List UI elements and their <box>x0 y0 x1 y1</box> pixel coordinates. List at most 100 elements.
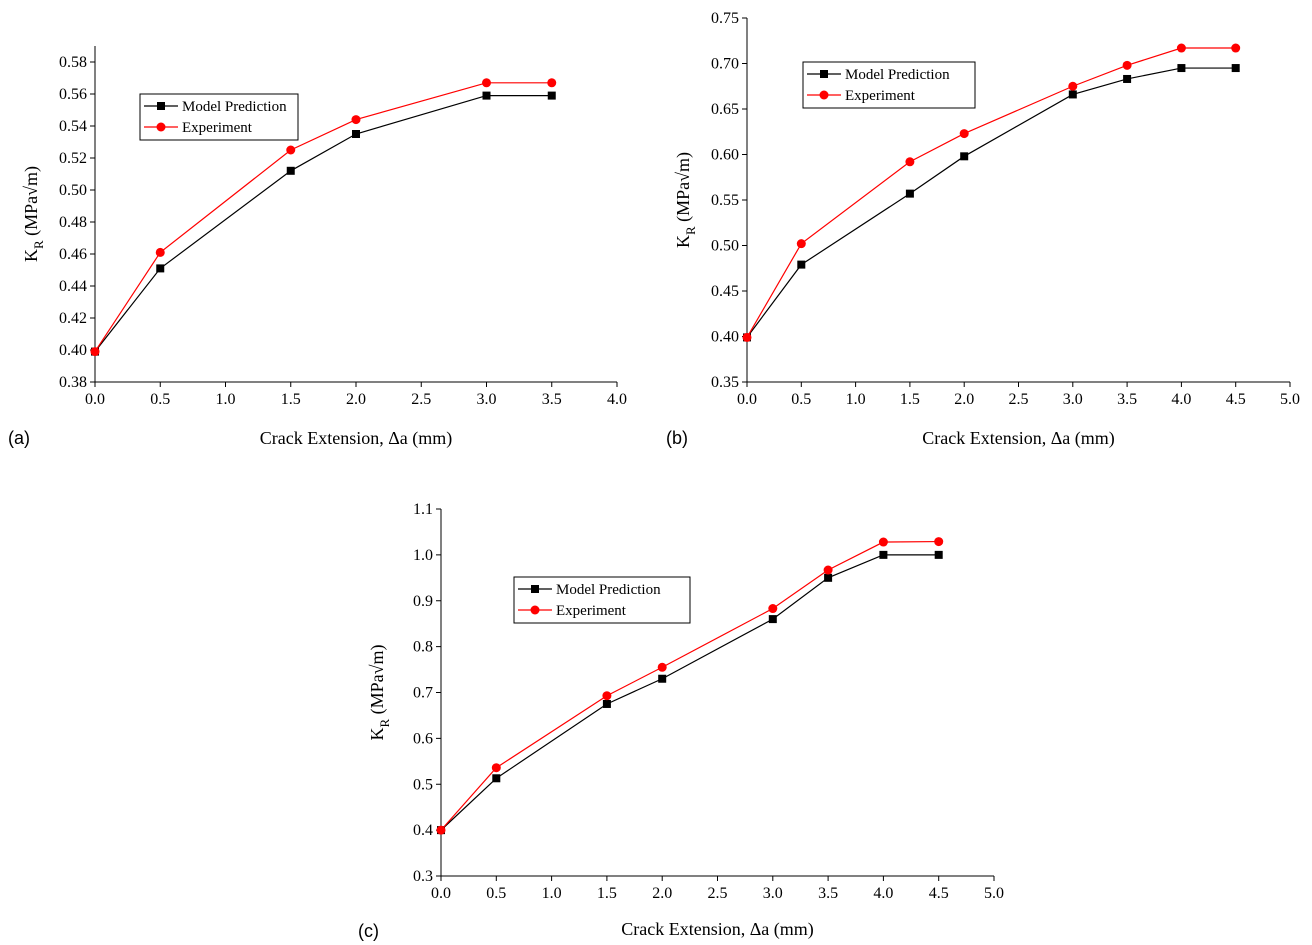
x-tick-label: 3.0 <box>1063 391 1083 408</box>
x-tick-label: 0.5 <box>791 391 811 408</box>
x-tick-label: 5.0 <box>1280 391 1300 408</box>
experiment-point <box>155 247 165 257</box>
x-tick-label: 0.0 <box>85 391 105 408</box>
experiment-point <box>742 332 752 342</box>
legend-swatch-circle <box>819 90 829 100</box>
y-tick-label: 0.50 <box>711 238 739 255</box>
x-tick-label: 1.0 <box>846 391 866 408</box>
model-prediction-point <box>1231 64 1240 73</box>
chart-panel-b: 0.0 0.5 1.0 1.5 2.0 2.5 3.0 3.5 4.0 4.5 5.0 0.35 0.4… <box>666 10 1300 449</box>
model-prediction-line <box>94 94 552 352</box>
legend: Model Prediction Experiment <box>513 576 691 624</box>
x-tick-label: 1.0 <box>216 391 236 408</box>
panel-label: (c) <box>358 921 379 941</box>
model-prediction-point <box>352 130 360 138</box>
x-tick-label: 1.5 <box>281 391 301 408</box>
legend-label: Model Prediction <box>182 99 287 115</box>
experiment-point <box>547 78 557 88</box>
y-axis-title-main: K <box>673 235 693 248</box>
y-tick-label: 0.4 <box>413 822 433 839</box>
x-tick-label: 0.5 <box>486 885 506 902</box>
y-tick-label: 0.42 <box>59 310 87 327</box>
experiment-point <box>959 129 969 139</box>
model-prediction-point <box>286 166 295 175</box>
legend-label: Model Prediction <box>845 67 950 83</box>
y-tick-label: 0.44 <box>59 278 87 295</box>
experiment-point <box>1231 43 1241 53</box>
y-tick-label: 0.60 <box>711 147 739 164</box>
y-tick-label: 0.7 <box>413 685 433 702</box>
y-tick-label: 0.70 <box>711 56 739 73</box>
x-tick-label: 2.5 <box>1009 391 1029 408</box>
model-prediction-point <box>934 550 943 559</box>
experiment-point <box>1176 43 1186 53</box>
experiment-point <box>934 537 944 547</box>
model-prediction-point <box>1123 74 1132 83</box>
model-prediction-line <box>746 67 1236 338</box>
x-axis-title: Crack Extension, Δa (mm) <box>922 428 1115 449</box>
x-axis-title: Crack Extension, Δa (mm) <box>621 919 814 940</box>
x-tick-label: 4.5 <box>929 885 949 902</box>
x-tick-label: 3.5 <box>818 885 838 902</box>
x-tick-label: 4.5 <box>1226 391 1246 408</box>
experiment-point <box>1068 81 1078 91</box>
x-tick-label: 4.0 <box>1171 391 1191 408</box>
x-tick-label: 4.0 <box>607 391 627 408</box>
y-axis-title-units: (MPa√m) <box>367 644 388 718</box>
legend: Model Prediction Experiment <box>802 61 976 109</box>
y-tick-label: 0.48 <box>59 214 87 231</box>
y-axis-title-main: K <box>21 249 41 262</box>
experiment-point <box>657 662 667 672</box>
experiment-line <box>440 540 939 831</box>
experiment-point <box>602 691 612 701</box>
model-prediction-point <box>156 264 165 273</box>
experiment-point <box>90 347 100 357</box>
y-tick-label: 1.0 <box>413 547 433 564</box>
experiment-point <box>351 115 361 125</box>
legend-box <box>802 61 976 109</box>
x-tick-label: 2.0 <box>346 391 366 408</box>
legend: Model Prediction Experiment <box>139 93 299 141</box>
model-prediction-point <box>492 774 501 783</box>
y-tick-label: 0.8 <box>413 639 433 656</box>
model-prediction-point <box>768 615 777 624</box>
y-tick-label: 0.5 <box>413 776 433 793</box>
y-tick-label: 0.75 <box>711 10 739 27</box>
legend-box <box>513 576 691 624</box>
y-tick-label: 0.45 <box>711 283 739 300</box>
x-tick-label: 3.5 <box>542 391 562 408</box>
x-tick-label: 1.0 <box>542 885 562 902</box>
chart-panel-a: 0.0 0.5 1.0 1.5 2.0 2.5 3.0 3.5 4.0 0.38 0.40 0.42 0… <box>8 46 627 449</box>
y-tick-label: 0.65 <box>711 101 739 118</box>
legend-label: Experiment <box>845 88 916 104</box>
model-prediction-point <box>602 699 611 708</box>
model-prediction-point <box>960 152 969 161</box>
y-axis-title-units: (MPa√m) <box>21 166 42 240</box>
model-prediction-line <box>440 554 939 831</box>
y-tick-label: 0.6 <box>413 730 433 747</box>
experiment-point <box>768 604 778 614</box>
x-tick-label: 3.0 <box>477 391 497 408</box>
legend-swatch-square <box>531 585 539 593</box>
legend-swatch-square <box>820 70 828 78</box>
x-tick-label: 0.5 <box>150 391 170 408</box>
legend-box <box>139 93 299 141</box>
y-axis-title: KR (MPa√m) <box>673 152 698 248</box>
experiment-point <box>878 537 888 547</box>
experiment-point <box>482 78 491 88</box>
experiment-point <box>796 239 806 249</box>
x-tick-label: 2.5 <box>411 391 431 408</box>
panel-label: (b) <box>666 428 688 448</box>
x-tick-label: 4.0 <box>873 885 893 902</box>
x-tick-label: 2.0 <box>954 391 974 408</box>
x-tick-label: 2.5 <box>708 885 728 902</box>
x-tick-label: 1.5 <box>900 391 920 408</box>
x-tick-label: 1.5 <box>597 885 617 902</box>
y-tick-label: 0.55 <box>711 192 739 209</box>
experiment-point <box>436 825 446 835</box>
y-axis-title-main: K <box>367 728 387 741</box>
experiment-point <box>1122 60 1132 70</box>
legend-label: Experiment <box>182 120 253 136</box>
panel-label: (a) <box>8 428 30 448</box>
